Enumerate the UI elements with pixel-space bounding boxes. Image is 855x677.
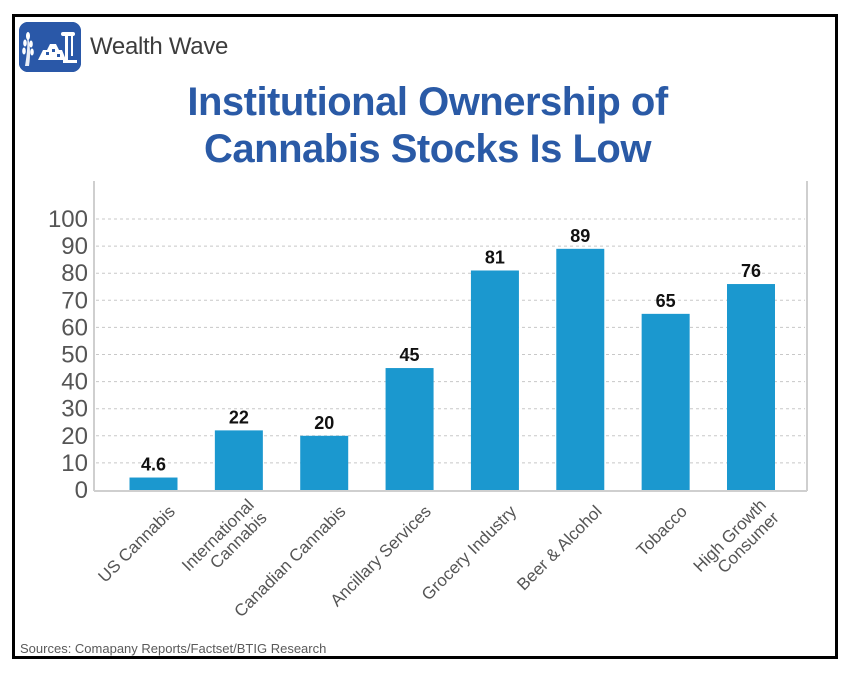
y-tick-label: 60	[61, 314, 88, 341]
axes	[93, 181, 808, 492]
bar	[385, 368, 434, 490]
y-tick-label: 90	[61, 233, 88, 260]
bar	[470, 270, 519, 490]
y-tick-label: 40	[61, 369, 88, 396]
bar	[300, 435, 349, 490]
y-tick-label: 30	[61, 396, 88, 423]
y-tick-label: 0	[75, 477, 88, 504]
x-tick-label-line: Grocery Industry	[418, 502, 521, 605]
data-label: 20	[314, 413, 334, 433]
chart-title-line-2: Cannabis Stocks Is Low	[204, 127, 651, 171]
bar	[727, 284, 775, 490]
data-labels: 4.6 22 20 45 81 89 65 76	[141, 226, 761, 475]
x-tick-label: Grocery Industry	[418, 502, 521, 605]
x-tick-label-line: US Cannabis	[95, 502, 179, 586]
gridlines	[96, 218, 805, 464]
bars	[129, 248, 775, 490]
data-label: 89	[570, 226, 590, 246]
brand-name: Wealth Wave	[90, 33, 229, 60]
data-label: 4.6	[141, 455, 166, 475]
data-label: 81	[485, 247, 505, 267]
data-label: 45	[400, 345, 420, 365]
bar	[556, 248, 605, 490]
bar	[129, 477, 178, 490]
y-tick-label: 80	[61, 260, 88, 287]
x-tick-label: Beer & Alcohol	[513, 502, 605, 594]
wheat-gold-oil-pump-icon	[19, 22, 81, 72]
y-tick-label: 20	[61, 423, 88, 450]
chart-frame	[12, 14, 838, 659]
y-tick-label: 70	[61, 287, 88, 314]
y-tick-label: 100	[48, 206, 88, 233]
x-tick-labels: US Cannabis InternationalCannabisCanadian…	[95, 496, 783, 621]
bar	[214, 430, 263, 490]
bar	[641, 313, 690, 490]
y-tick-label: 50	[61, 342, 88, 369]
data-label: 65	[656, 291, 676, 311]
data-label: 76	[741, 261, 761, 281]
source-note: Sources: Comapany Reports/Factset/BTIG R…	[20, 641, 327, 656]
x-tick-label: Tobacco	[633, 502, 691, 560]
x-tick-label-line: Beer & Alcohol	[513, 502, 605, 594]
data-label: 22	[229, 407, 249, 427]
y-tick-label: 10	[61, 450, 88, 477]
chart-title-line-1: Institutional Ownership of	[187, 80, 668, 124]
x-tick-label-line: Tobacco	[633, 502, 691, 560]
brand-header: Wealth Wave	[19, 22, 228, 72]
x-tick-label: US Cannabis	[95, 502, 179, 586]
